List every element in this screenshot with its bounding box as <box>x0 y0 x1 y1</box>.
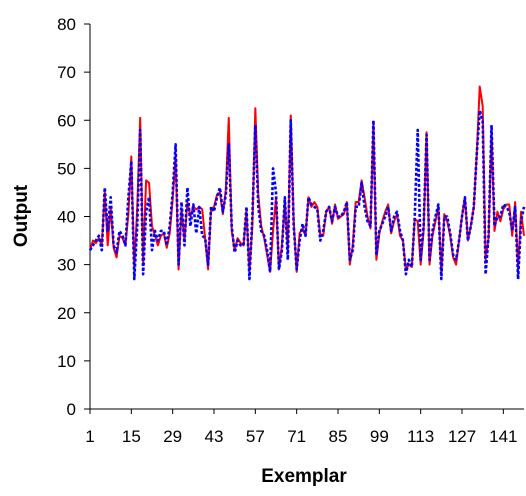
x-tick-label: 15 <box>122 427 141 446</box>
x-tick-label: 113 <box>407 427 434 446</box>
x-tick-label: 71 <box>287 427 306 446</box>
axes <box>84 23 524 414</box>
series-line-red <box>89 85 525 276</box>
y-tick-label: 40 <box>57 208 76 227</box>
x-tick-label: 141 <box>489 427 517 446</box>
series-layer <box>88 85 526 281</box>
y-tick-label: 60 <box>57 111 76 130</box>
y-tick-label: 80 <box>57 15 76 34</box>
y-tick-label: 50 <box>57 159 76 178</box>
series-line-blue-dotted <box>88 109 526 281</box>
x-tick-label: 127 <box>448 427 476 446</box>
x-tick-label: 57 <box>246 427 265 446</box>
y-tick-label: 0 <box>67 400 76 419</box>
y-tick-label: 70 <box>57 63 76 82</box>
x-tick-labels: 1 15 29 43 57 71 85 99 113 127 141 <box>85 427 517 446</box>
x-axis-title: Exemplar <box>261 466 347 487</box>
y-axis-title: Output <box>11 184 32 247</box>
x-tick-label: 29 <box>163 427 182 446</box>
x-tick-label: 43 <box>205 427 224 446</box>
y-tick-label: 10 <box>57 352 76 371</box>
y-tick-label: 30 <box>57 256 76 275</box>
x-tick-label: 85 <box>329 427 348 446</box>
y-tick-label: 20 <box>57 304 76 323</box>
y-tick-labels: 0 10 20 30 40 50 60 70 80 <box>57 15 76 419</box>
x-tick-label: 1 <box>85 427 94 446</box>
x-tick-label: 99 <box>370 427 389 446</box>
